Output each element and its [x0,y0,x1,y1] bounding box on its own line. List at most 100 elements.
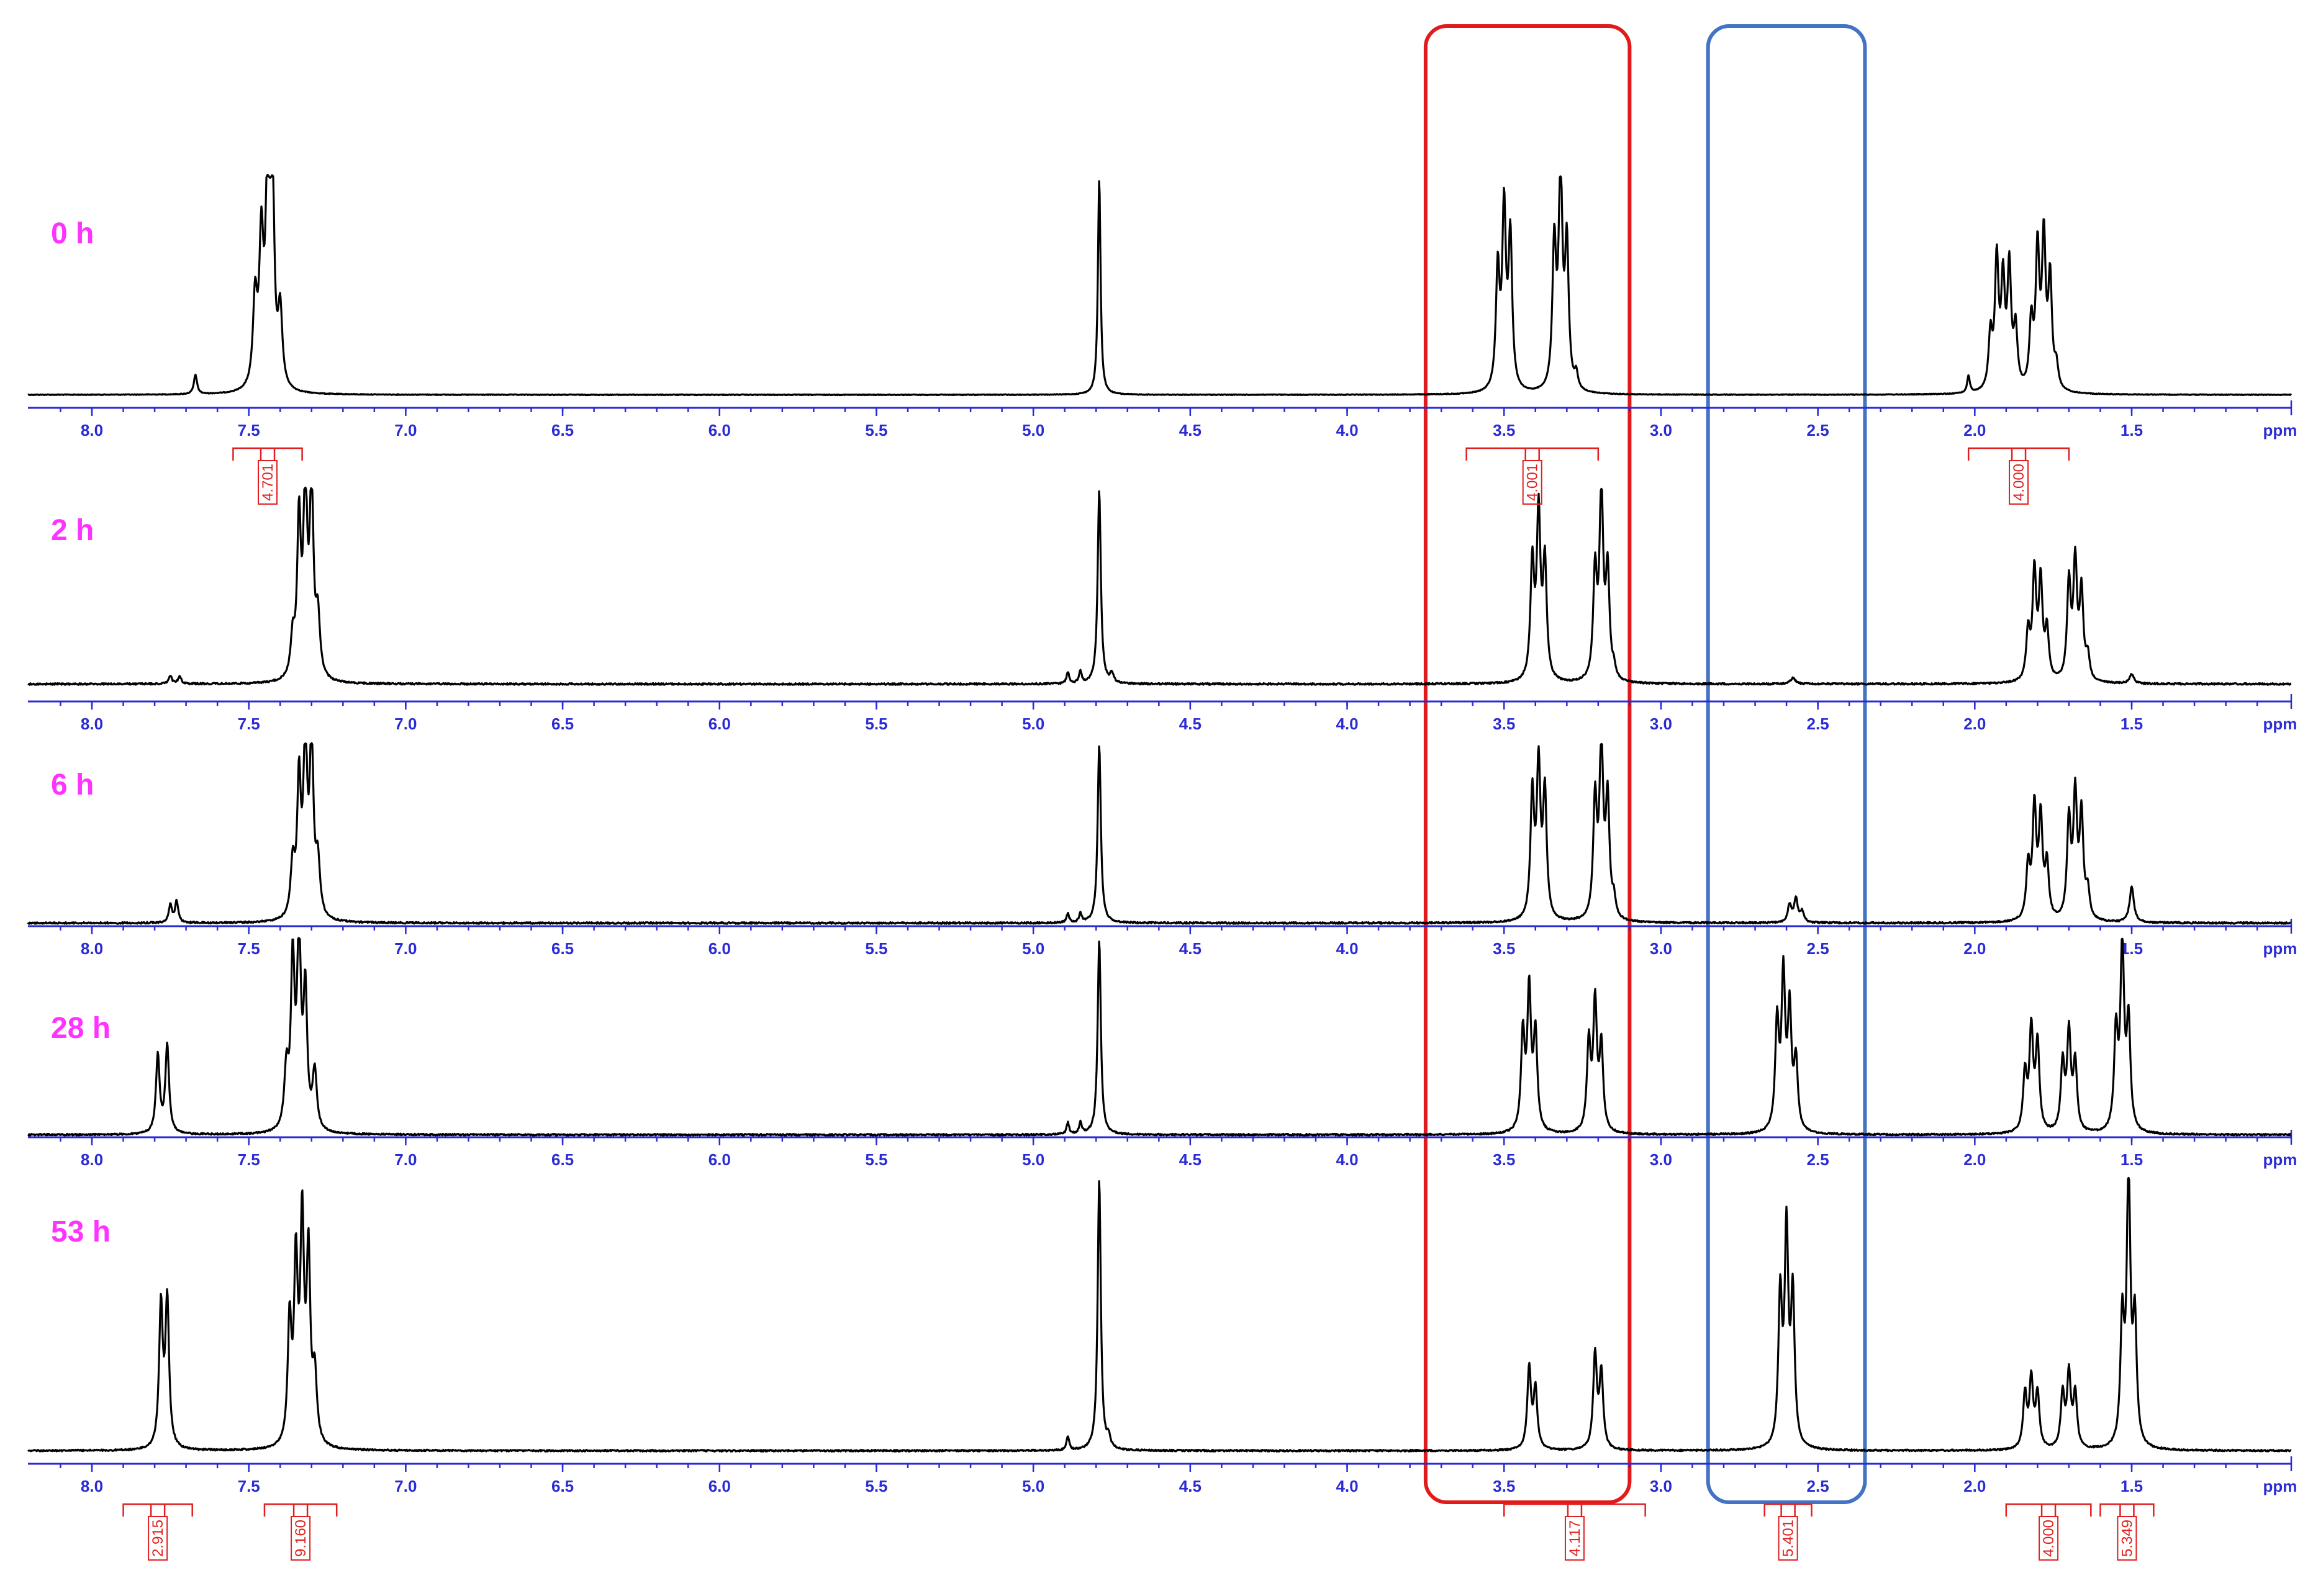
integral-connector [1780,1504,1796,1517]
integral-bracket [122,1503,193,1517]
tick-label: 5.0 [1022,1150,1044,1169]
spectrum-panel-3: 8.0 7.5 7.0 6.5 6.0 5.5 5.0 4.5 4.0 3.5 3.0 2.5 2.0 1… [27,742,2297,958]
tick-label: 5.0 [1022,939,1044,958]
integral-value-box [1522,460,1542,505]
tick-label: 7.5 [238,715,260,733]
tick-label: 3.0 [1650,1477,1672,1495]
tick-label: 4.0 [1336,421,1358,440]
integral-value: 5.349 [2119,1520,2135,1557]
x-axis-unit-label: ppm [2263,939,2297,958]
tick-label: 4.0 [1336,715,1358,733]
spectrum-trace [27,1176,2292,1453]
integral-connector [2040,1504,2057,1517]
tick-label: 6.5 [551,421,574,440]
integral-value-box [1564,1516,1585,1561]
integral-bracket [1967,447,2070,461]
integral-value-box [2117,1516,2137,1561]
tick-label: 2.5 [1807,1150,1829,1169]
spectrum-panel-2: 8.0 7.5 7.0 6.5 6.0 5.5 5.0 4.5 4.0 3.5 3.0 2.5 2.0 1… [27,486,2297,733]
integral-1-2: 4.001 [1465,447,1600,505]
tick-label: 6.0 [708,715,731,733]
tick-label: 4.0 [1336,1150,1358,1169]
integral-connector [1567,1504,1583,1517]
tick-label: 2.5 [1807,1477,1829,1495]
highlight-regions [1423,24,1867,1504]
tick-label: 7.5 [238,1477,260,1495]
spectrum-trace [27,173,2293,397]
spectrum-panel-5: 8.0 7.5 7.0 6.5 6.0 5.5 5.0 4.5 4.0 3.5 3.0 2.5 2.0 1… [27,1176,2297,1495]
tick-label: 5.5 [865,1150,887,1169]
tick-label: 6.0 [708,1150,731,1169]
tick-label: 1.5 [2121,1150,2143,1169]
tick-label: 7.0 [394,1477,417,1495]
tick-label: 7.0 [394,1150,417,1169]
spectrum-panel-4: 8.0 7.5 7.0 6.5 6.0 5.5 5.0 4.5 4.0 3.5 3.0 2.5 2.0 1… [27,937,2297,1169]
integral-value-box [148,1516,168,1561]
tick-label: 3.0 [1650,939,1672,958]
spectrum-trace [27,486,2292,686]
integrals-layer: 4.701 4.001 4.000 2.915 9.160 4.117 5.401 4.000… [122,447,2155,1561]
integral-value: 4.000 [2040,1520,2057,1557]
tick-label: 8.0 [81,939,103,958]
integral-1-3: 4.000 [1967,447,2070,505]
spectra-panels: 8.0 7.5 7.0 6.5 6.0 5.5 5.0 4.5 4.0 3.5 3.0 2.5 2.0 1… [27,173,2297,1495]
tick-label: 5.5 [865,939,887,958]
tick-label: 6.0 [708,421,731,440]
integral-connector [1524,448,1540,461]
tick-label: 4.5 [1179,421,1202,440]
integral-value: 4.000 [2011,464,2027,501]
tick-label: 3.0 [1650,421,1672,440]
tick-label: 5.0 [1022,421,1044,440]
tick-label: 5.0 [1022,1477,1044,1495]
spectrum-trace [27,937,2293,1137]
series-time-label: 53 h [51,1215,111,1248]
tick-label: 6.0 [708,1477,731,1495]
series-time-label: 6 h [51,769,94,801]
tick-label: 5.5 [865,715,887,733]
tick-label: 6.0 [708,939,731,958]
tick-label: 7.0 [394,939,417,958]
tick-label: 6.5 [551,939,574,958]
integral-bracket [263,1503,338,1517]
tick-label: 6.5 [551,1150,574,1169]
tick-label: 4.5 [1179,1150,1202,1169]
integral-bracket [1465,447,1600,461]
series-time-label: 0 h [51,217,94,250]
integral-5-4: 5.401 [1763,1503,1813,1561]
tick-label: 4.5 [1179,939,1202,958]
tick-label: 8.0 [81,715,103,733]
tick-label: 2.0 [1963,939,1986,958]
integral-value-box [2009,460,2029,505]
integral-bracket [1763,1503,1813,1517]
tick-label: 3.0 [1650,715,1672,733]
integral-value: 9.160 [292,1520,309,1557]
x-axis-unit-label: ppm [2263,715,2297,733]
integral-1-1: 4.701 [232,447,303,505]
tick-label: 4.5 [1179,1477,1202,1495]
highlight-region-1 [1423,24,1632,1504]
series-time-label: 2 h [51,514,94,547]
integral-value: 5.401 [1780,1520,1797,1557]
integral-connector [150,1504,166,1517]
tick-label: 7.5 [238,421,260,440]
integral-value-box [258,460,278,505]
tick-label: 4.0 [1336,1477,1358,1495]
x-axis-unit-label: ppm [2263,1150,2297,1169]
tick-label: 1.5 [2121,1477,2143,1495]
integral-value: 2.915 [150,1520,166,1557]
integral-value: 4.117 [1567,1520,1583,1556]
integral-value: 4.701 [260,464,276,501]
integral-connector [292,1504,309,1517]
tick-label: 3.5 [1493,939,1515,958]
tick-label: 2.0 [1963,421,1986,440]
tick-label: 2.5 [1807,939,1829,958]
tick-label: 8.0 [81,1477,103,1495]
integral-connector [260,448,276,461]
integral-5-3: 4.117 [1503,1503,1646,1561]
tick-label: 1.5 [2121,421,2143,440]
x-axis-unit-label: ppm [2263,1477,2297,1495]
integral-bracket [2005,1503,2092,1517]
tick-label: 2.0 [1963,1150,1986,1169]
integral-connector [2011,448,2027,461]
